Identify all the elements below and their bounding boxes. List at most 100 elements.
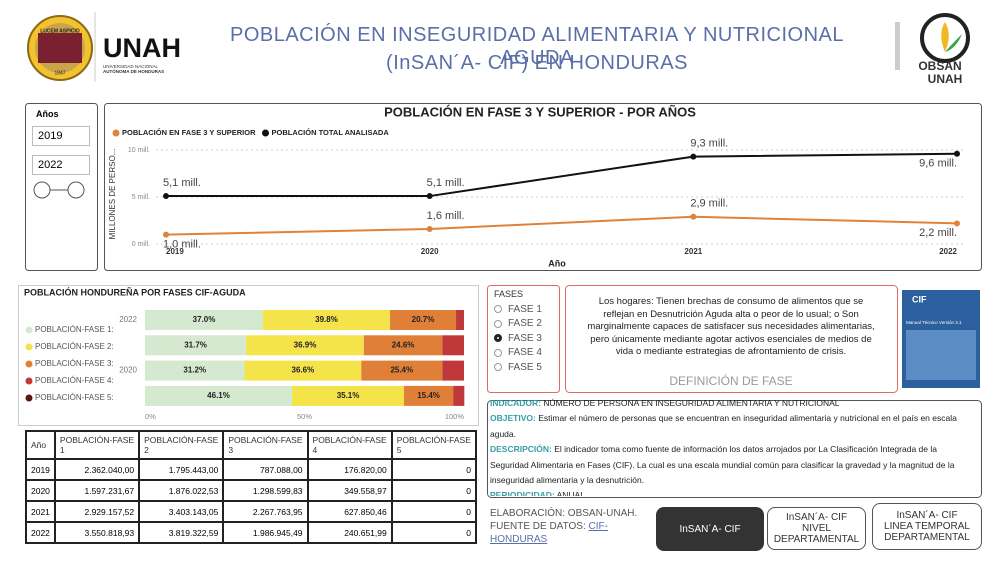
indicator-label: INDICADOR: [490, 398, 541, 408]
bar-segment [442, 360, 464, 381]
bar-segment [246, 335, 364, 356]
table-cell: 349.558,97 [306, 479, 393, 502]
source-link[interactable]: CIF-HONDURAS [490, 521, 608, 545]
chart-title: POBLACIÓN EN FASE 3 Y SUPERIOR - POR AÑO… [384, 104, 696, 119]
credit-line: FUENTE DE DATOS: [490, 521, 586, 532]
data-label: 37.0% [193, 315, 216, 324]
bar-segment [292, 385, 405, 406]
data-label: 24.6% [392, 340, 415, 349]
panel [565, 285, 898, 393]
panel [18, 285, 479, 426]
divider [895, 22, 900, 70]
table-cell: 0 [390, 521, 478, 544]
data-label: 31.2% [183, 366, 206, 375]
table-cell: 2021 [25, 500, 56, 523]
emblem-motto: LUCEM ASPICIO [40, 28, 80, 34]
table-cell: 2.362.040,00 [53, 458, 141, 481]
definition-caption: DEFINICIÓN DE FASE [669, 374, 793, 388]
legend-label: POBLACIÓN-FASE 4: [35, 376, 114, 385]
radio[interactable] [494, 319, 502, 328]
nav-button[interactable]: InSAN´A- CIF [656, 507, 764, 551]
year-input[interactable]: 2019 [32, 126, 90, 146]
table-cell: 0 [390, 500, 478, 523]
table-cell: 2.267.763,95 [222, 500, 309, 523]
column-header: POBLACIÓN-FASE 3 [222, 430, 309, 460]
table-cell: 2022 [25, 521, 56, 544]
manual-subtitle: Manual Técnico Versión 3.1 [906, 320, 962, 325]
y-axis-label: MILLONES DE PERSO... [108, 149, 117, 240]
table-cell: 2019 [25, 458, 56, 481]
x-tick-label: 2021 [684, 247, 702, 256]
nav-button[interactable]: InSAN´A- CIF LINEA TEMPORAL DEPARTAMENTA… [872, 503, 982, 550]
slider-handle[interactable] [67, 181, 85, 199]
phase-option[interactable]: FASE 2 [494, 317, 556, 332]
radio[interactable] [494, 363, 502, 372]
phase-slicer: FASES FASE 1 FASE 2 FASE 3 FASE 4 FASE 5 [494, 289, 556, 375]
unah-sub: AUTÓNOMA DE HONDURAS [103, 67, 164, 74]
indicator-row: INDICADOR: NÚMERO DE PERSONA EN INSEGURI… [490, 396, 974, 411]
table-cell: 176.820,00 [306, 458, 393, 481]
nav-button[interactable]: InSAN´A- CIF NIVEL DEPARTAMENTAL [767, 507, 866, 550]
radio[interactable] [494, 348, 502, 357]
legend-marker [25, 326, 33, 334]
page-title: (InSAN´A- CIF) EN HONDURAS [386, 52, 688, 74]
year-input[interactable]: 2022 [32, 155, 90, 175]
indicator-row: DESCRIPCIÓN: El indicador toma como fuen… [490, 442, 974, 488]
y-tick-label: 2022 [119, 315, 137, 324]
bar-segment [145, 310, 264, 330]
radio[interactable] [494, 305, 502, 314]
data-label: 9,3 mill. [690, 137, 728, 149]
table-cell: 3.403.143,05 [138, 500, 225, 523]
table-cell: 2020 [25, 479, 56, 502]
data-label: 36.9% [294, 340, 317, 349]
data-label: 36.6% [292, 366, 315, 375]
emblem-year: 1847 [54, 70, 65, 76]
y-tick-label: 2020 [119, 366, 137, 375]
table-row: 2022 3.550.818,93 3.819.322,59 1.986.945,49… [25, 521, 478, 544]
y-tick-label: 0 mill. [132, 241, 150, 248]
x-tick-label: 100% [445, 412, 465, 421]
phase-option[interactable]: FASE 5 [494, 360, 556, 375]
x-tick-label: 2020 [421, 247, 439, 256]
phase-option[interactable]: FASE 4 [494, 346, 556, 361]
table-row: 2020 1.597.231,67 1.876.022,53 1.298.599,83… [25, 479, 478, 502]
indicator-row: PERIODICIDAD: ANUAL [490, 488, 974, 496]
slider-handle[interactable] [33, 181, 51, 199]
point [690, 213, 697, 220]
point [954, 150, 960, 157]
data-label: 9,6 mill. [919, 158, 957, 170]
credits: ELABORACIÓN: OBSAN-UNAH. FUENTE DE DATOS… [490, 507, 640, 546]
data-label: 15.4% [417, 391, 440, 400]
chart-title: POBLACIÓN HONDUREÑA POR FASES CIF-AGUDA [24, 286, 246, 297]
indicator-row: OBJETIVO: Estimar el número de personas … [490, 411, 974, 442]
column-header: Año [25, 430, 56, 460]
point [163, 231, 169, 238]
bar-segment [363, 335, 443, 356]
option-label: FASE 2 [508, 318, 542, 330]
panel [487, 285, 560, 393]
indicator-label: OBJETIVO: [490, 413, 536, 424]
manual-cover-art [906, 330, 976, 380]
table-cell: 2.929.157,52 [53, 500, 141, 523]
point [690, 153, 697, 160]
bar-segment [361, 360, 443, 381]
indicator-label: PERIODICIDAD: [490, 490, 555, 496]
phase-option[interactable]: FASE 3 [494, 331, 556, 346]
phase-option[interactable]: FASE 1 [494, 302, 556, 317]
unah-logo: UNAH [103, 33, 181, 63]
manual-title: CIF [912, 294, 927, 304]
x-tick-label: 50% [297, 412, 312, 421]
bar-segment [145, 335, 247, 356]
credit-line: ELABORACIÓN: OBSAN-UNAH. [490, 508, 638, 519]
indicator-label: DESCRIPCIÓN: [490, 444, 552, 455]
data-label: 35.1% [337, 391, 360, 400]
table-row: 2019 2.362.040,00 1.795.443,00 787.088,00 17… [25, 458, 478, 481]
legend-label: POBLACIÓN-FASE 2: [35, 342, 114, 351]
bar-segment [442, 335, 464, 356]
radio[interactable] [494, 334, 502, 343]
slicer-title: Años [36, 109, 59, 119]
data-label: 25.4% [390, 366, 413, 375]
table-cell: 3.819.322,59 [138, 521, 225, 544]
table-cell: 0 [390, 479, 478, 502]
